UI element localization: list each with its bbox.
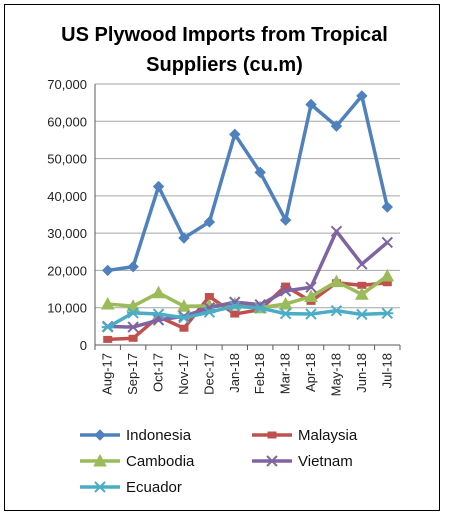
x-tick-label: Aug-17 (100, 353, 115, 395)
plot-area (95, 84, 400, 345)
data-point-malaysia (128, 334, 138, 342)
legend-label-malaysia: Malaysia (298, 427, 358, 444)
x-tick-label: Sep-17 (125, 353, 140, 395)
legend-marker-cambodia (93, 453, 107, 467)
y-tick-label: 50,000 (47, 152, 87, 167)
data-point-indonesia (279, 214, 292, 226)
data-point-ecuador (330, 304, 343, 317)
data-point-vietnam (279, 285, 292, 297)
legend-label-ecuador: Ecuador (126, 479, 182, 496)
data-point-vietnam (127, 321, 139, 333)
data-point-ecuador (355, 308, 368, 321)
data-point-vietnam (305, 281, 317, 293)
data-point-cambodia (151, 285, 166, 299)
x-tick-label: Mar-18 (278, 353, 293, 394)
y-tick-label: 40,000 (47, 189, 87, 204)
series-line-indonesia (107, 94, 389, 273)
data-point-cambodia (100, 296, 115, 310)
data-point-indonesia (381, 201, 393, 213)
legend-label-cambodia: Cambodia (126, 453, 195, 470)
x-tick-label: May-18 (328, 353, 343, 396)
data-point-malaysia (230, 310, 240, 318)
data-point-indonesia (203, 216, 216, 228)
legend-marker-malaysia (267, 431, 277, 439)
data-point-ecuador (203, 306, 216, 318)
chart-title: US Plywood Imports from Tropical Supplie… (0, 20, 449, 80)
y-tick-label: 0 (80, 338, 87, 353)
legend-marker-ecuador (94, 481, 106, 493)
data-point-cambodia (380, 268, 395, 282)
y-tick-label: 70,000 (47, 77, 87, 92)
x-tick-label: Nov-17 (176, 353, 191, 395)
data-point-indonesia (178, 232, 190, 244)
data-point-malaysia (103, 335, 113, 343)
legend-label-vietnam: Vietnam (298, 453, 353, 470)
data-point-indonesia (305, 98, 317, 111)
data-point-vietnam (356, 258, 368, 270)
data-point-ecuador (381, 307, 394, 320)
data-point-ecuador (127, 307, 140, 319)
data-point-ecuador (228, 300, 241, 312)
data-point-vietnam (330, 225, 343, 237)
data-point-malaysia (179, 324, 189, 332)
x-tick-label: Jun-18 (354, 353, 369, 393)
y-tick-label: 60,000 (47, 114, 87, 129)
data-point-indonesia (152, 180, 165, 193)
y-tick-label: 10,000 (47, 301, 87, 316)
data-point-ecuador (152, 308, 165, 320)
data-point-cambodia (329, 274, 344, 288)
data-point-indonesia (229, 128, 241, 141)
x-tick-label: Feb-18 (252, 353, 267, 394)
data-point-malaysia (204, 293, 214, 301)
chart-title-line-1: US Plywood Imports from Tropical (61, 24, 388, 46)
legend-label-indonesia: Indonesia (126, 427, 192, 444)
x-tick-label: Jan-18 (227, 353, 242, 393)
data-point-cambodia (278, 296, 293, 310)
data-point-indonesia (127, 260, 139, 273)
data-point-cambodia (304, 289, 318, 303)
legend-marker-indonesia (94, 429, 106, 441)
data-point-cambodia (355, 287, 369, 300)
y-tick-label: 20,000 (47, 263, 87, 278)
data-point-indonesia (330, 120, 343, 132)
y-tick-label: 30,000 (47, 226, 87, 241)
x-tick-label: Oct-17 (151, 353, 166, 392)
data-point-indonesia (102, 264, 114, 277)
x-tick-label: Dec-17 (201, 353, 216, 395)
x-tick-label: Jul-18 (379, 353, 394, 388)
data-point-ecuador (254, 302, 267, 314)
legend-marker-vietnam (266, 455, 278, 467)
data-point-cambodia (177, 299, 191, 312)
data-point-ecuador (101, 321, 114, 333)
data-point-ecuador (177, 312, 190, 324)
x-tick-label: Apr-18 (303, 353, 318, 392)
data-point-indonesia (356, 90, 368, 102)
data-point-indonesia (254, 166, 266, 179)
data-point-ecuador (279, 307, 292, 320)
data-point-ecuador (305, 308, 318, 320)
chart-title-line-2: Suppliers (cu.m) (146, 54, 303, 76)
data-point-vietnam (381, 236, 393, 249)
